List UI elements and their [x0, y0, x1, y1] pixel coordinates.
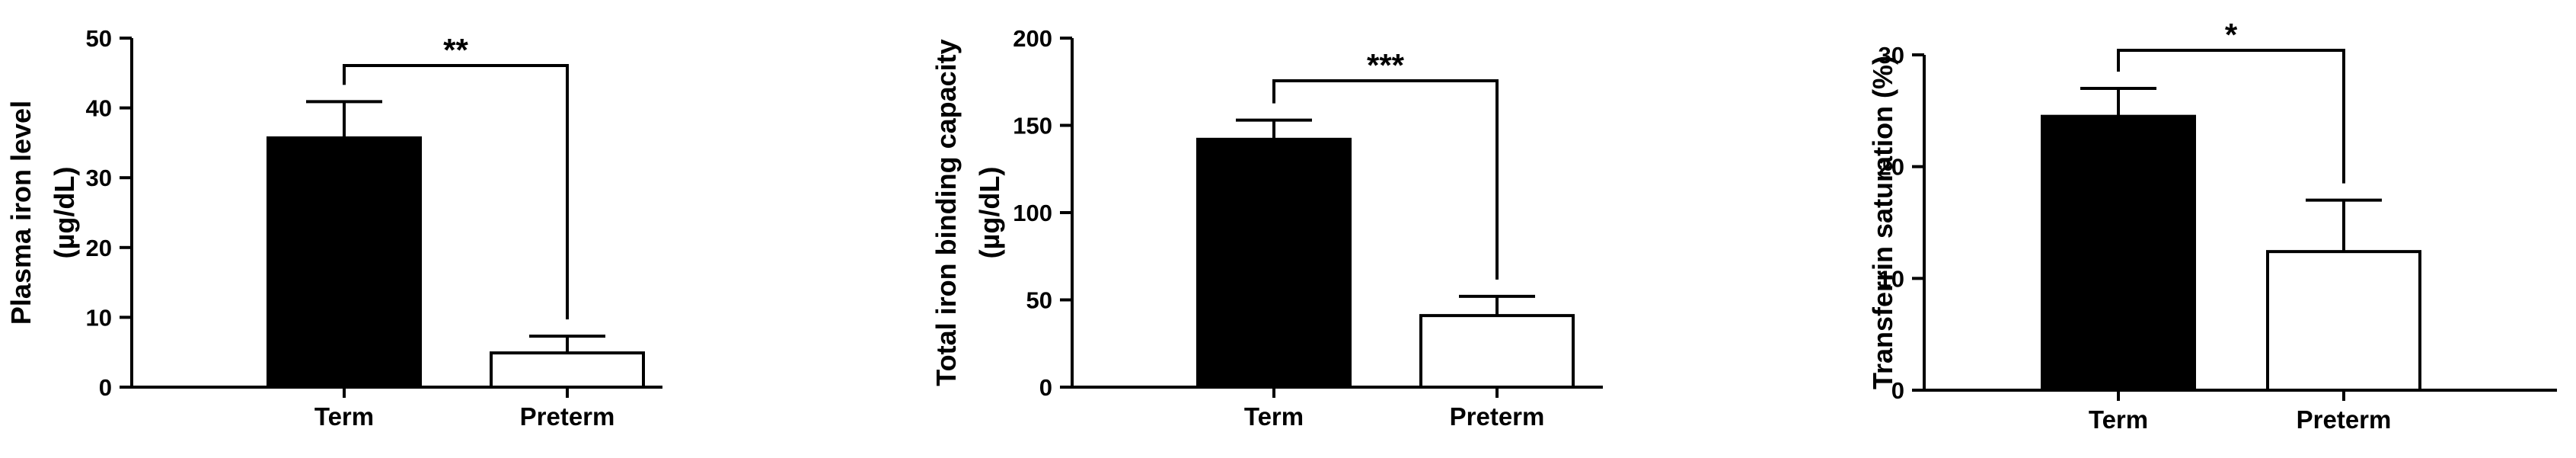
- significance-bracket: [1272, 79, 1499, 280]
- y-tick-label: 10: [86, 304, 112, 331]
- y-axis-title: Total iron binding capacity: [930, 39, 962, 386]
- y-tick-label: 10: [1879, 265, 1904, 292]
- bar-preterm: [490, 351, 645, 389]
- category-label: Term: [2089, 405, 2148, 434]
- y-tick-label: 40: [86, 95, 112, 122]
- significance-bracket: [343, 64, 569, 320]
- y-axis-title: (µg/dL): [49, 167, 80, 259]
- chart-panel-1: 0 10 20 30 40 50 Term Preterm ** Plasma iron leve…: [5, 25, 662, 431]
- y-tick-label: 20: [86, 235, 112, 261]
- category-label: Preterm: [2297, 405, 2392, 434]
- y-tick-label: 200: [1013, 25, 1052, 52]
- significance-bracket: [2117, 49, 2345, 184]
- y-tick-label: 50: [1026, 287, 1052, 314]
- significance-stars: *: [2225, 17, 2238, 53]
- chart-panel-2: 0 50 100 150 200 Term Preterm *** Total iron bin…: [930, 25, 1603, 431]
- y-tick-label: 20: [1879, 154, 1904, 181]
- y-tick-label: 150: [1013, 113, 1052, 139]
- bar-term: [1196, 137, 1352, 389]
- y-axis-title: Plasma iron level: [5, 101, 37, 325]
- chart-panel-3: 0 10 20 30 Term Preterm * Transferrin saturatio…: [1867, 17, 2557, 434]
- category-label: Term: [1244, 402, 1304, 431]
- significance-stars: ***: [1367, 47, 1405, 83]
- bar-preterm: [2266, 250, 2421, 392]
- y-tick-label: 30: [1879, 42, 1904, 69]
- y-axis-title: (µg/dL): [974, 167, 1005, 259]
- y-tick-label: 0: [1891, 377, 1904, 404]
- bar-term: [267, 136, 422, 389]
- category-label: Preterm: [520, 402, 615, 431]
- y-axis-title: Transferrin saturation (%): [1867, 56, 1898, 389]
- y-tick-label: 0: [1039, 374, 1052, 401]
- y-tick-label: 100: [1013, 200, 1052, 226]
- y-tick-label: 30: [86, 165, 112, 191]
- y-tick-label: 0: [99, 374, 112, 401]
- category-label: Term: [314, 402, 374, 431]
- y-tick-label: 50: [86, 25, 112, 52]
- bar-preterm: [1419, 314, 1575, 389]
- significance-stars: **: [443, 32, 468, 68]
- category-label: Preterm: [1450, 402, 1545, 431]
- bar-term: [2041, 114, 2196, 392]
